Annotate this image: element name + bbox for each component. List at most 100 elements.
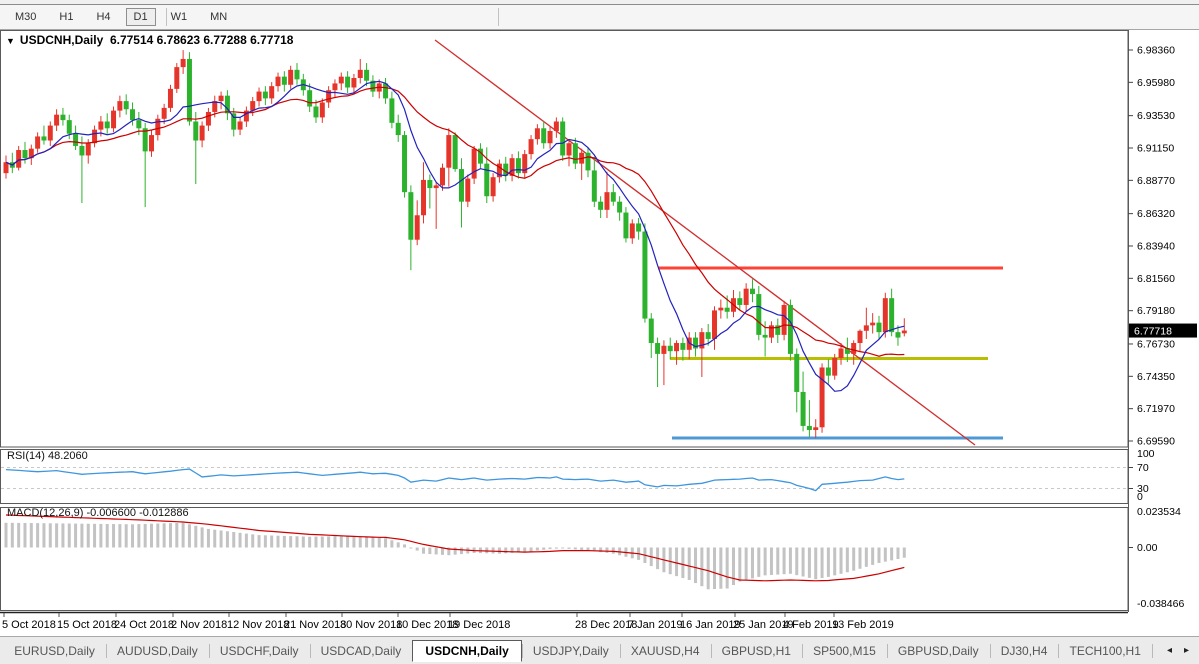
candle-body — [206, 112, 211, 126]
candle-body — [136, 120, 141, 128]
candle-body — [813, 427, 818, 430]
tab-scroll-right-icon[interactable]: ▸ — [1184, 645, 1189, 656]
price-axis-label: 6.88770 — [1137, 175, 1175, 187]
macd-histogram-bar — [390, 540, 393, 547]
candle-body — [801, 392, 806, 426]
macd-histogram-bar — [428, 548, 431, 555]
symbol-tab-usdcnh[interactable]: USDCNH,Daily — [412, 640, 521, 662]
macd-histogram-bar — [131, 524, 134, 547]
macd-histogram-bar — [745, 548, 748, 580]
macd-histogram-bar — [302, 536, 305, 547]
candle-body — [706, 332, 711, 339]
candle-body — [895, 332, 900, 337]
macd-histogram-bar — [289, 536, 292, 547]
candle-body — [642, 232, 647, 319]
macd-histogram-bar — [422, 548, 425, 554]
candle-body — [41, 136, 46, 140]
macd-histogram-bar — [74, 524, 77, 548]
macd-histogram-bar — [314, 537, 317, 548]
macd-histogram-bar — [903, 548, 906, 558]
symbol-tab-usdchf[interactable]: USDCHF,Daily — [209, 641, 310, 661]
price-axis-label: 6.93530 — [1137, 110, 1175, 122]
candle-body — [655, 343, 660, 354]
macd-histogram-bar — [783, 548, 786, 575]
symbol-tab-usdjpy[interactable]: USDJPY,Daily — [522, 641, 620, 661]
symbol-tab-gbpusd[interactable]: GBPUSD,Daily — [887, 641, 990, 661]
symbol-tab-dj30[interactable]: DJ30,H4 — [990, 641, 1059, 661]
candle-body — [851, 343, 856, 354]
macd-histogram-bar — [833, 548, 836, 576]
macd-histogram-bar — [884, 548, 887, 562]
candle-body — [516, 158, 521, 173]
candle-body — [73, 134, 78, 146]
chart-dropdown-arrow-icon[interactable]: ▼ — [6, 36, 15, 46]
macd-histogram-bar — [87, 524, 90, 548]
candle-body — [661, 346, 666, 354]
candle-body — [415, 215, 420, 239]
candle-body — [396, 123, 401, 135]
candle-body — [718, 308, 723, 311]
rsi-pane[interactable] — [1, 450, 1129, 504]
macd-histogram-bar — [403, 544, 406, 547]
symbol-tab-sp500[interactable]: SP500,M15 — [802, 641, 887, 661]
macd-histogram-bar — [169, 523, 172, 547]
macd-histogram-bar — [726, 548, 729, 589]
symbol-tab-usdcad[interactable]: USDCAD,Daily — [310, 641, 413, 661]
macd-histogram-bar — [574, 548, 577, 550]
macd-histogram-bar — [112, 524, 115, 547]
symbol-tab-xauusd[interactable]: XAUUSD,H4 — [620, 641, 711, 661]
macd-histogram-bar — [340, 536, 343, 547]
candle-body — [4, 162, 9, 173]
macd-histogram-bar — [207, 529, 210, 548]
candle-body — [794, 354, 799, 392]
macd-histogram-bar — [232, 532, 235, 547]
macd-histogram-bar — [99, 524, 102, 548]
candle-body — [105, 121, 110, 128]
candle-body — [332, 83, 337, 90]
candle-body — [750, 289, 755, 294]
macd-pane[interactable] — [1, 508, 1129, 611]
macd-histogram-bar — [42, 523, 45, 547]
candle-body — [294, 70, 299, 80]
symbol-tab-gbpusd[interactable]: GBPUSD,H1 — [711, 641, 802, 661]
candle-body — [345, 77, 350, 88]
candle-body — [585, 153, 590, 171]
symbol-tab-tech100[interactable]: TECH100,H1 — [1059, 641, 1152, 661]
macd-histogram-bar — [384, 538, 387, 547]
candle-body — [832, 358, 837, 376]
macd-histogram-bar — [814, 548, 817, 580]
date-axis-label: 21 Nov 2018 — [284, 619, 346, 631]
candle-body — [187, 59, 192, 122]
candle-body — [54, 115, 59, 126]
macd-histogram-bar — [700, 548, 703, 587]
candle-body — [465, 179, 470, 202]
macd-axis-label: 0.023534 — [1137, 506, 1181, 518]
macd-histogram-bar — [201, 527, 204, 547]
macd-histogram-bar — [359, 536, 362, 548]
macd-histogram-bar — [106, 524, 109, 548]
date-axis-label: 30 Nov 2018 — [340, 619, 402, 631]
candle-body — [219, 96, 224, 101]
macd-histogram-bar — [675, 548, 678, 577]
macd-histogram-bar — [764, 548, 767, 576]
symbol-tab-audusd[interactable]: AUDUSD,Daily — [106, 641, 209, 661]
macd-histogram-bar — [542, 548, 545, 550]
macd-histogram-bar — [859, 548, 862, 569]
candle-body — [453, 135, 458, 169]
candle-body — [276, 77, 281, 87]
price-axis-label: 6.76730 — [1137, 338, 1175, 350]
macd-histogram-bar — [213, 530, 216, 548]
candle-body — [491, 177, 496, 196]
candle-body — [434, 185, 439, 188]
macd-histogram-bar — [226, 531, 229, 547]
tab-scroll-left-icon[interactable]: ◂ — [1167, 645, 1172, 656]
macd-histogram-bar — [732, 548, 735, 586]
rsi-axis-label: 100 — [1137, 448, 1155, 460]
symbol-tab-eurusd[interactable]: EURUSD,Daily — [3, 641, 106, 661]
macd-histogram-bar — [397, 542, 400, 547]
macd-histogram-bar — [808, 548, 811, 578]
macd-histogram-bar — [770, 548, 773, 575]
candle-body — [649, 319, 654, 343]
candle-body — [351, 78, 356, 88]
